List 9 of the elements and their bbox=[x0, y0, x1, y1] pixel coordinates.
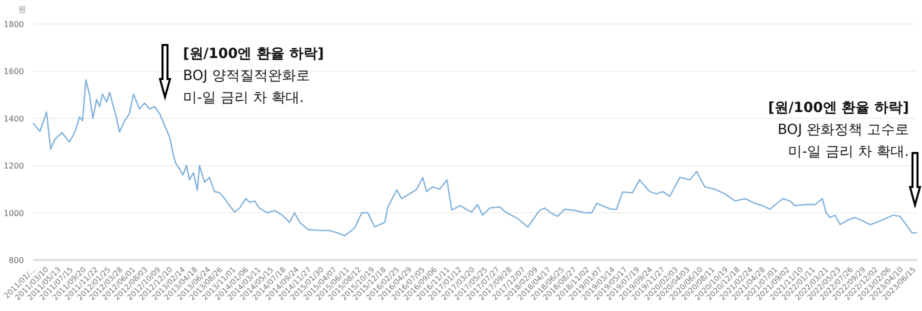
y-tick-label: 800 bbox=[8, 256, 24, 265]
y-tick-label: 1000 bbox=[4, 208, 24, 218]
y-tick-label: 1600 bbox=[4, 67, 24, 76]
y-tick-label: 1800 bbox=[4, 20, 24, 29]
y-tick-label: 1200 bbox=[4, 162, 24, 171]
annotation: [원/100엔 환율 하락] BOJ 완화정책 고수로 미-일 금리 차 확대. bbox=[768, 100, 909, 160]
y-tick-label: 1400 bbox=[4, 114, 24, 124]
annotation: [원/100엔 환율 하락] BOJ 양적질적완화로 미-일 금리 차 확대. bbox=[183, 46, 324, 106]
y-axis-title: 원 bbox=[18, 5, 26, 14]
